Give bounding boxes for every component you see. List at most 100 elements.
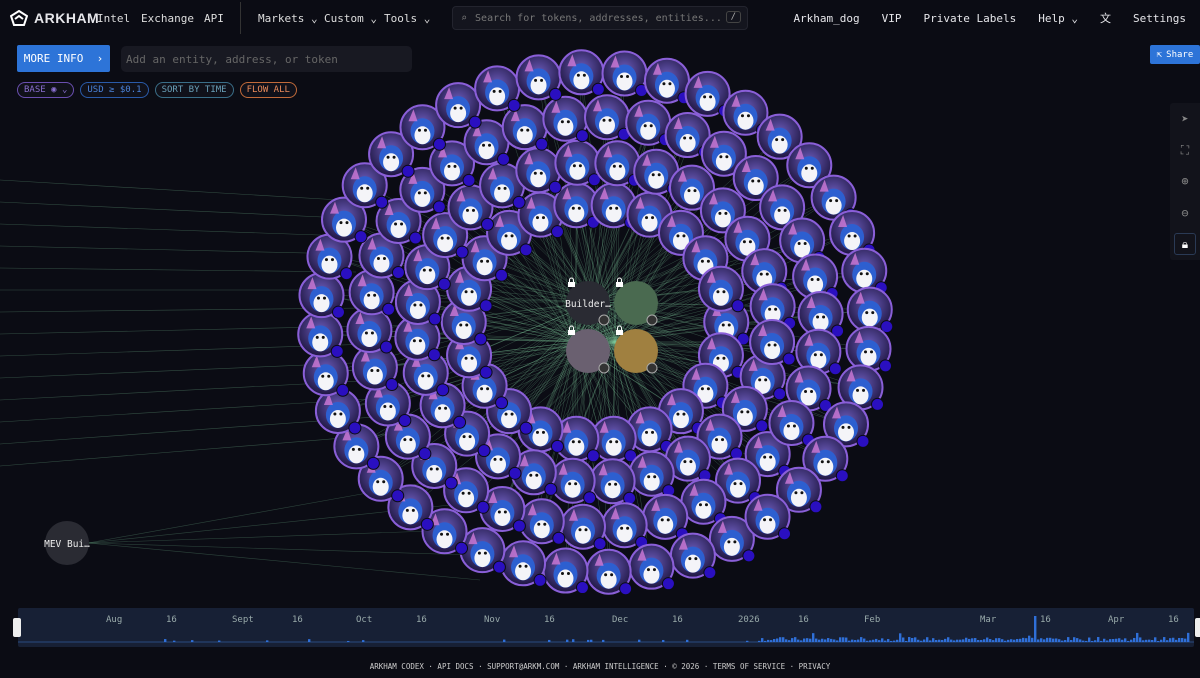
entity-node[interactable] <box>642 493 689 541</box>
mev-builder-node[interactable]: MEV Bui… <box>44 521 90 565</box>
entity-node[interactable] <box>797 290 845 338</box>
usd-filter-chip[interactable]: USD ≥ $0.1 <box>80 82 149 98</box>
entity-node[interactable] <box>297 311 344 358</box>
entity-node[interactable] <box>346 307 393 354</box>
nav-private-labels[interactable]: Private Labels <box>923 11 1017 25</box>
entity-node[interactable] <box>518 498 566 545</box>
entity-node[interactable] <box>474 65 521 112</box>
entity-node[interactable] <box>463 119 511 166</box>
entity-node[interactable] <box>348 269 396 316</box>
lock-icon[interactable]: 🔒︎ <box>1174 233 1196 256</box>
entity-node[interactable] <box>351 344 399 392</box>
entity-node[interactable] <box>501 104 549 151</box>
entity-node[interactable] <box>553 415 600 463</box>
entity-node[interactable] <box>510 449 558 496</box>
entity-node[interactable] <box>590 415 638 463</box>
entity-node[interactable] <box>779 217 826 265</box>
entity-node[interactable] <box>601 502 649 549</box>
nav-user[interactable]: Arkham_dog <box>793 11 860 25</box>
entity-node[interactable] <box>841 247 888 295</box>
entity-node[interactable] <box>320 196 368 244</box>
entity-node[interactable] <box>697 265 745 313</box>
nav-custom[interactable]: Custom ⌄ <box>324 11 377 25</box>
translate-icon[interactable]: 文 <box>1100 12 1112 25</box>
entity-node[interactable] <box>594 140 641 187</box>
nav-settings[interactable]: Settings <box>1133 11 1186 25</box>
footer[interactable]: ARKHAM CODEX · API DOCS · SUPPORT@ARKM.C… <box>369 662 831 671</box>
entity-node[interactable] <box>792 253 839 300</box>
entity-node[interactable] <box>722 89 769 137</box>
entity-node[interactable] <box>358 232 405 279</box>
entity-node[interactable] <box>500 540 547 587</box>
entity-node[interactable] <box>375 197 423 245</box>
share-button[interactable]: ⇱ Share <box>1150 45 1200 64</box>
builder-node[interactable] <box>614 325 658 374</box>
timeline-end-handle[interactable] <box>1195 618 1200 637</box>
entity-node[interactable] <box>584 94 631 141</box>
entity-node[interactable] <box>664 112 712 159</box>
pointer-icon[interactable]: ➤ <box>1181 111 1189 126</box>
entity-node[interactable] <box>786 142 833 189</box>
entity-node[interactable] <box>558 49 605 96</box>
entity-node[interactable] <box>700 130 748 178</box>
entity-node[interactable] <box>684 70 732 118</box>
entity-node[interactable] <box>669 532 717 580</box>
entity-node[interactable] <box>601 50 649 97</box>
builder-node[interactable] <box>566 325 610 374</box>
entity-node[interactable] <box>759 184 806 231</box>
entity-node[interactable] <box>554 139 601 187</box>
entity-node[interactable] <box>823 401 870 448</box>
nav-tools[interactable]: Tools ⌄ <box>384 11 431 25</box>
entity-node[interactable] <box>680 478 727 526</box>
zoom-in-icon[interactable]: ⊕ <box>1181 174 1189 189</box>
more-info-button[interactable]: MORE INFO › <box>17 45 110 72</box>
add-entity-input[interactable] <box>121 46 412 72</box>
entity-node[interactable] <box>744 493 792 541</box>
entity-node[interactable] <box>542 547 589 595</box>
entity-node[interactable] <box>306 233 353 281</box>
builder-node[interactable] <box>614 277 658 326</box>
entity-node[interactable] <box>341 162 389 209</box>
entity-node[interactable] <box>549 457 597 505</box>
entity-node[interactable] <box>643 57 691 105</box>
entity-node[interactable] <box>399 166 446 214</box>
entity-node[interactable] <box>708 515 756 563</box>
entity-node[interactable] <box>810 174 858 222</box>
entity-node[interactable] <box>515 54 563 101</box>
entity-node[interactable] <box>628 543 675 591</box>
nav-intel[interactable]: Intel <box>97 11 131 25</box>
search-input[interactable]: ⌕ Search for tokens, addresses, entities… <box>452 6 748 30</box>
entity-node[interactable] <box>447 184 494 231</box>
timeline[interactable]: Aug 16 Sept 16 Oct 16 Nov 16 Dec 16 2026 16 Feb Mar 16… <box>18 608 1194 647</box>
entity-node[interactable] <box>399 104 446 151</box>
nav-api[interactable]: API <box>204 11 224 25</box>
entity-node[interactable] <box>628 450 676 498</box>
builder-node[interactable]: Builder… <box>565 277 611 326</box>
entity-node[interactable] <box>479 485 526 533</box>
timeline-start-handle[interactable] <box>13 618 21 637</box>
fit-view-icon[interactable]: ⛶ <box>1180 142 1190 157</box>
entity-node[interactable] <box>668 164 716 212</box>
entity-node[interactable] <box>845 325 893 373</box>
nav-exchange[interactable]: Exchange <box>141 11 194 25</box>
entity-node[interactable] <box>298 272 345 319</box>
entity-node[interactable] <box>715 457 762 505</box>
flow-chip[interactable]: FLOW ALL <box>239 82 297 98</box>
entity-node[interactable] <box>394 314 441 362</box>
entity-node[interactable] <box>785 365 833 413</box>
entity-node[interactable] <box>459 527 506 574</box>
entity-node[interactable] <box>368 131 415 178</box>
entity-node[interactable] <box>559 503 607 551</box>
nav-markets[interactable]: Markets ⌄ <box>258 11 318 25</box>
chain-filter-chip[interactable]: BASE ◉ ⌄ <box>17 82 75 98</box>
entity-node[interactable] <box>435 82 482 129</box>
entity-node[interactable] <box>302 350 350 397</box>
entity-node[interactable] <box>402 349 450 397</box>
entity-node[interactable] <box>664 435 712 483</box>
zoom-out-icon[interactable]: ⊖ <box>1181 205 1189 220</box>
entity-node[interactable] <box>394 278 442 326</box>
entity-node[interactable] <box>428 140 476 187</box>
entity-node[interactable] <box>802 435 849 483</box>
entity-node[interactable] <box>515 147 562 194</box>
entity-node[interactable] <box>829 210 876 257</box>
